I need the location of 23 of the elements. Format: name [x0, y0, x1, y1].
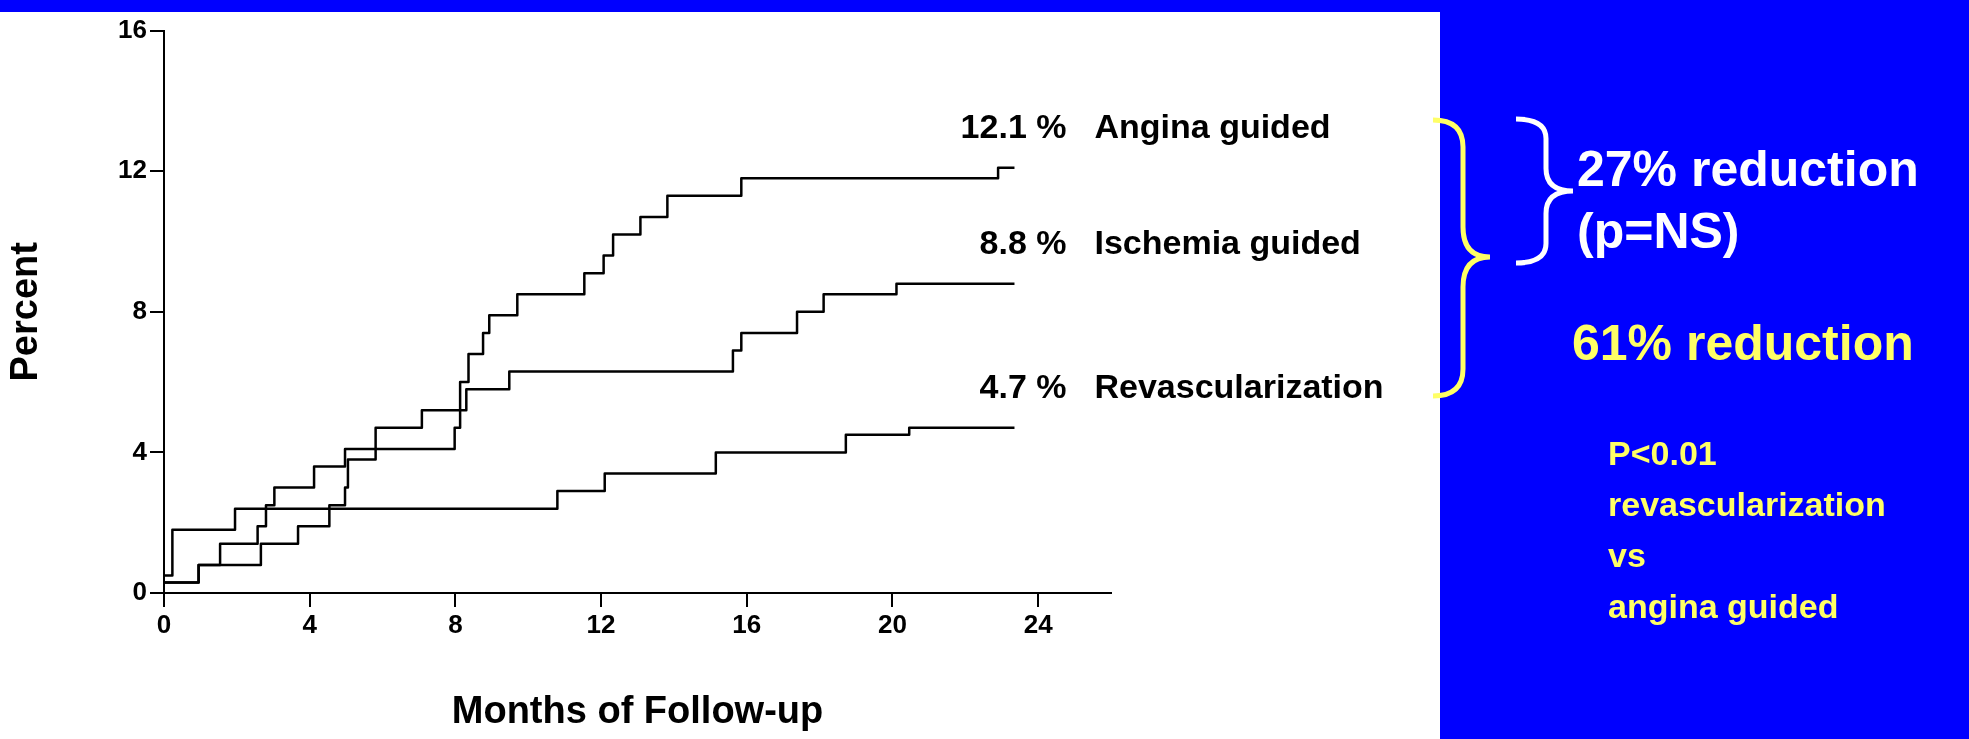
text: P<0.01 revascularization vs angina guided	[1608, 433, 1886, 627]
text: Revascularization	[1094, 366, 1384, 405]
y-tick-label: 4	[132, 435, 148, 466]
x-tick-label: 4	[302, 608, 318, 639]
text: Ischemia guided	[1094, 222, 1361, 261]
text: Angina guided	[1094, 106, 1331, 145]
y-tick-label: 8	[132, 294, 147, 325]
x-tick-label: 12	[586, 608, 616, 639]
y-tick-label: 0	[132, 576, 147, 607]
x-tick-label: 20	[878, 608, 907, 639]
y-tick-label: 16	[118, 13, 147, 44]
x-tick-label: 16	[732, 608, 762, 639]
x-axis-title: Months of Follow-up	[451, 688, 824, 731]
data-label: 4.7 %	[979, 366, 1067, 405]
x-tick-label: 0	[156, 608, 172, 639]
text: 61% reduction	[1572, 314, 1914, 373]
text: 27% reduction (p=NS)	[1577, 140, 1919, 261]
data-label: 8.8 %	[979, 222, 1067, 261]
x-tick-label: 24	[1023, 608, 1054, 639]
y-tick-label: 12	[118, 154, 147, 185]
x-tick-label: 8	[448, 608, 463, 639]
data-label: 12.1 %	[960, 106, 1067, 145]
y-axis-title: Percent	[3, 241, 46, 382]
